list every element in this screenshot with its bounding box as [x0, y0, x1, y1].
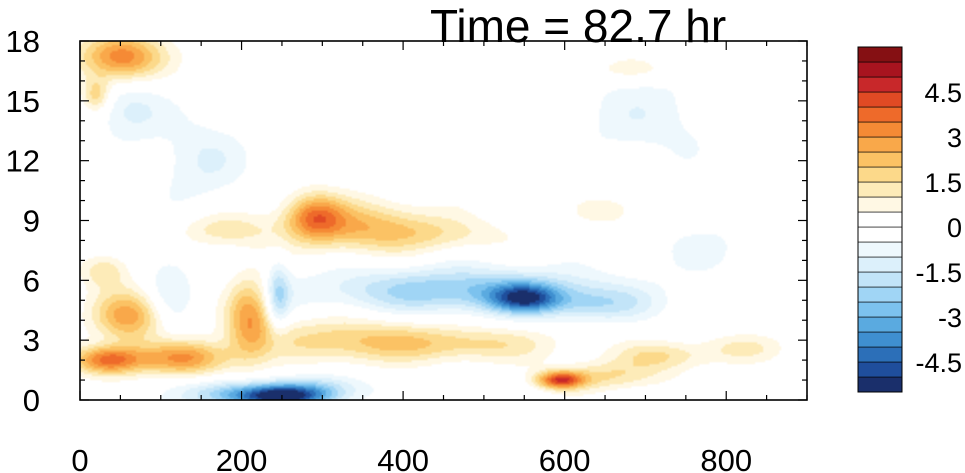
- y-tick-label: 6: [23, 263, 40, 298]
- colorbar-box: [857, 361, 903, 378]
- colorbar-tick-label: -4.5: [915, 348, 962, 378]
- colorbar-box: [857, 376, 903, 393]
- x-tick-label: 200: [216, 443, 268, 473]
- plot-area: 0 200 400 600 800 0 3 6 9 12 15 18: [6, 24, 808, 473]
- colorbar-tick-label: 1.5: [924, 168, 962, 198]
- colorbar-box: [857, 316, 903, 333]
- colorbar-box: [857, 151, 903, 168]
- colorbar: 4.5 3 1.5 0 -1.5 -3 -4.5: [857, 46, 962, 393]
- colorbar-box: [857, 76, 903, 93]
- x-axis-ticks: [79, 41, 808, 400]
- y-tick-label: 15: [6, 84, 40, 119]
- colorbar-box: [857, 211, 903, 228]
- y-tick-label: 0: [23, 383, 40, 418]
- colorbar-tick-label: -1.5: [915, 258, 962, 288]
- colorbar-box: [857, 91, 903, 108]
- colorbar-box: [857, 121, 903, 138]
- colorbar-box: [857, 181, 903, 198]
- y-tick-label: 9: [23, 204, 40, 239]
- colorbar-frame: [857, 46, 903, 393]
- x-tick-label: 0: [71, 443, 88, 473]
- x-tick-label: 800: [700, 443, 752, 473]
- y-axis-tick-labels: 0 3 6 9 12 15 18: [6, 24, 40, 418]
- colorbar-tick-label: 0: [947, 213, 962, 243]
- colorbar-box: [857, 271, 903, 288]
- colorbar-tick-label: 4.5: [924, 78, 962, 108]
- x-axis-tick-labels: 0 200 400 600 800: [71, 443, 752, 473]
- colorbar-box: [857, 61, 903, 78]
- x-tick-label: 400: [377, 443, 429, 473]
- colorbar-box: [857, 196, 903, 213]
- colorbar-box: [857, 346, 903, 363]
- colorbar-box: [857, 136, 903, 153]
- colorbar-tick-label: -3: [938, 303, 962, 333]
- colorbar-box: [857, 226, 903, 243]
- colorbar-tick-labels: 4.5 3 1.5 0 -1.5 -3 -4.5: [915, 78, 962, 378]
- colorbar-box: [857, 286, 903, 303]
- y-tick-label: 12: [6, 144, 40, 179]
- colorbar-boxes: [857, 46, 903, 393]
- colorbar-box: [857, 331, 903, 348]
- colorbar-box: [857, 166, 903, 183]
- x-tick-label: 600: [539, 443, 591, 473]
- colorbar-box: [857, 256, 903, 273]
- contour-field: [80, 41, 807, 400]
- colorbar-box: [857, 241, 903, 258]
- y-tick-label: 3: [23, 323, 40, 358]
- colorbar-box: [857, 301, 903, 318]
- colorbar-box: [857, 46, 903, 63]
- chart-title: Time = 82.7 hr: [430, 0, 726, 52]
- y-tick-label: 18: [6, 24, 40, 59]
- colorbar-tick-label: 3: [947, 123, 962, 153]
- y-axis-ticks: [80, 40, 807, 401]
- colorbar-box: [857, 106, 903, 123]
